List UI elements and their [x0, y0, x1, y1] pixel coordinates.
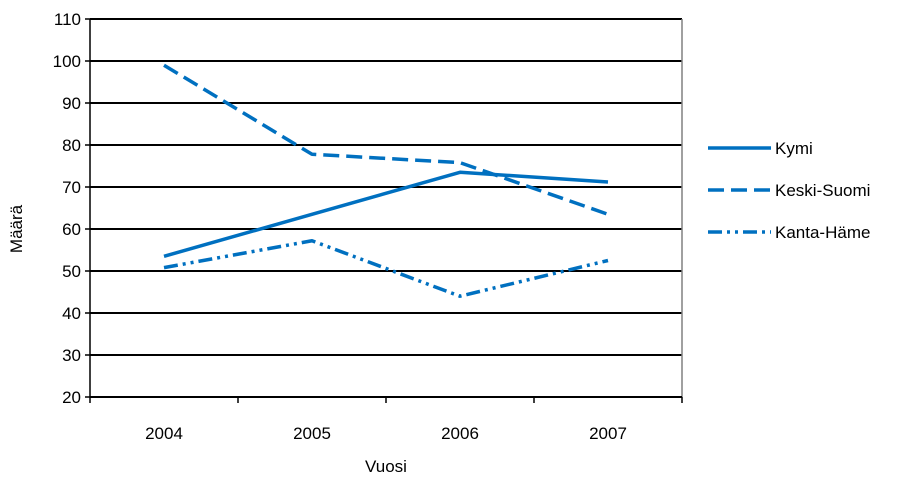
y-axis-title: Määrä	[7, 204, 26, 253]
y-tick-label: 40	[62, 304, 81, 323]
legend-label-2: Keski-Suomi	[775, 181, 870, 200]
y-tick-label: 90	[62, 94, 81, 113]
series-line-2	[163, 63, 609, 216]
x-tick-label: 2007	[589, 424, 627, 443]
x-tick-label: 2006	[441, 424, 479, 443]
y-tick-label: 60	[62, 220, 81, 239]
x-tick-label: 2004	[145, 424, 183, 443]
x-tick-labels: 2004 2005 2006 2007	[145, 424, 627, 443]
gridlines	[90, 18, 682, 356]
y-tick-label: 110	[54, 10, 81, 29]
y-tick-label: 50	[62, 262, 81, 281]
axes	[85, 18, 683, 403]
y-tick-label: 70	[62, 178, 81, 197]
y-tick-label: 80	[62, 136, 81, 155]
x-tick-label: 2005	[293, 424, 331, 443]
legend-label-3: Kanta-Häme	[775, 223, 870, 242]
y-tick-label: 30	[62, 346, 81, 365]
legend: Kymi Keski-Suomi Kanta-Häme	[708, 139, 870, 242]
legend-label-1: Kymi	[775, 139, 813, 158]
y-tick-labels: 20 30 40 50 60 70 80 90 100 110	[53, 10, 81, 407]
x-axis-title: Vuosi	[365, 457, 407, 476]
series-line-3	[163, 239, 609, 298]
series-line-1	[163, 170, 609, 258]
series-lines	[163, 63, 609, 298]
y-tick-label: 20	[62, 388, 81, 407]
y-tick-label: 100	[53, 52, 81, 71]
